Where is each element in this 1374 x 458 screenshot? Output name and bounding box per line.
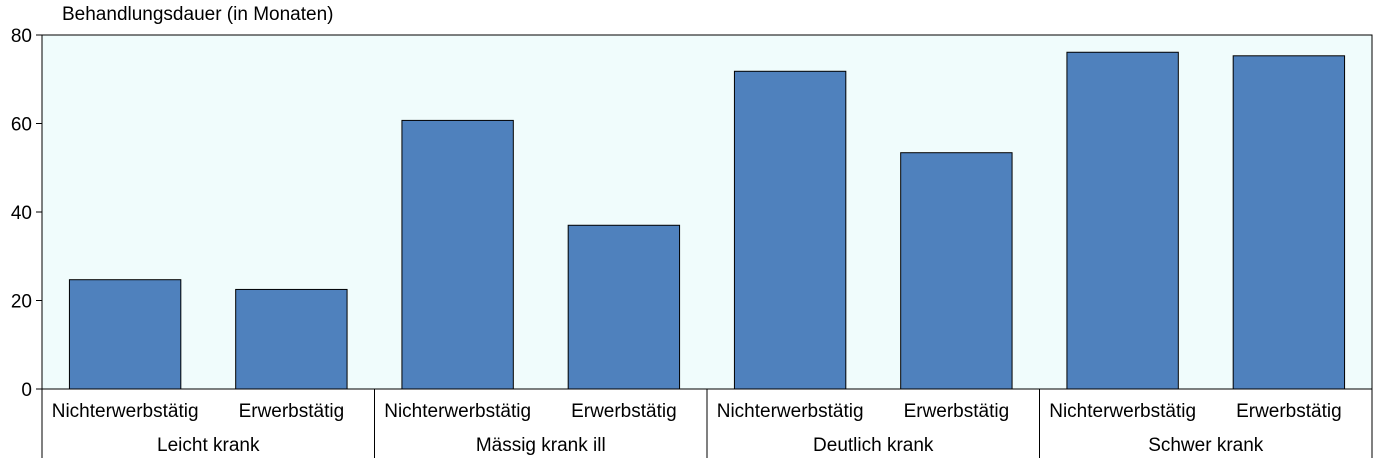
y-tick-label: 60 [11,115,32,136]
category-label: Nichterwerbstätig [1049,401,1196,422]
category-label: Nichterwerbstätig [384,401,531,422]
y-axis-title: Behandlungsdauer (in Monaten) [62,4,334,25]
group-label: Deutlich krank [813,435,934,456]
group-label: Schwer krank [1148,435,1264,456]
y-tick-label: 20 [11,292,32,313]
group-label: Mässig krank ill [476,435,606,456]
bar [733,70,847,390]
category-label: Nichterwerbstätig [717,401,864,422]
category-label: Erwerbstätig [239,401,345,422]
category-label: Nichterwerbstätig [52,401,199,422]
category-label: Erwerbstätig [904,401,1010,422]
bar [401,119,514,390]
bar [1066,51,1179,390]
y-tick-label: 80 [11,26,32,47]
category-label: Erwerbstätig [571,401,677,422]
group-label: Leicht krank [157,435,260,456]
bar [68,279,182,390]
y-tick-label: 40 [11,203,32,224]
bar [1232,55,1346,390]
bar [235,288,348,390]
bar [900,152,1013,390]
bar [567,224,681,390]
y-tick-label: 0 [21,380,32,401]
category-label: Erwerbstätig [1236,401,1342,422]
